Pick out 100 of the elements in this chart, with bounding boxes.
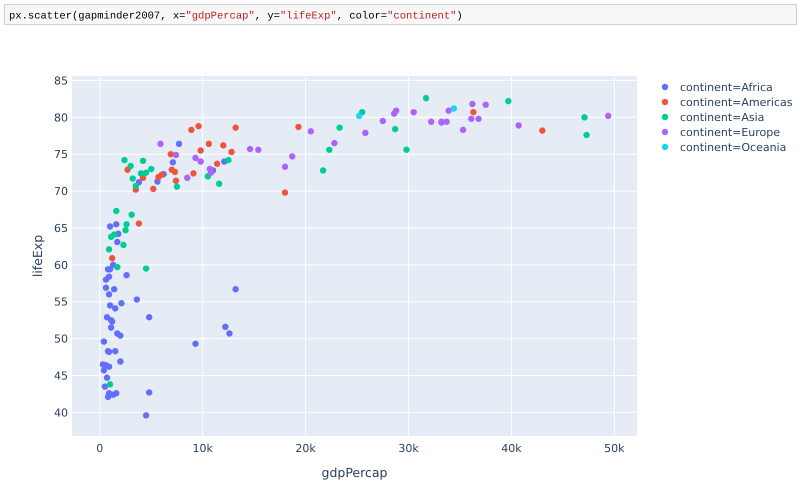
point [468,116,475,122]
y-tick-label: 50 [54,332,68,346]
point [222,324,229,330]
point [128,211,135,218]
point [104,374,110,381]
point [190,170,197,177]
x-tick-label: 20k [295,442,316,455]
point [100,338,108,345]
y-tick-label: 85 [54,74,68,88]
point [422,94,430,102]
point [515,122,522,129]
point [113,221,120,228]
point [228,148,235,156]
y-tick-label: 60 [54,258,68,272]
point [132,182,140,190]
point [123,272,130,278]
point [170,159,176,166]
point [392,126,398,132]
point [104,314,110,320]
y-tick-label: 75 [54,148,68,162]
point [168,150,174,158]
point [356,112,362,120]
point [255,146,262,153]
point [142,412,150,419]
point [197,147,204,154]
point [120,242,127,248]
point [583,132,590,138]
point [197,158,204,165]
point [184,174,190,182]
point [380,118,386,124]
point [192,154,199,162]
point [220,142,226,149]
point [106,246,112,253]
point [282,164,288,170]
point [112,305,118,312]
point [134,296,140,303]
point [106,363,112,370]
point [108,255,116,262]
y-tick-label: 70 [54,185,68,198]
point [110,286,118,292]
point [113,208,120,214]
point [282,189,288,196]
point [138,170,144,177]
point [326,146,332,153]
y-axis-title: lifeExp [30,234,45,278]
point [114,238,120,246]
y-tick-label: 40 [54,406,68,420]
point [410,108,417,116]
x-tick-label: 40k [501,442,522,455]
point [336,124,343,131]
point [102,383,108,390]
point [232,286,239,292]
point [150,186,156,192]
point [225,156,232,164]
point [148,166,154,172]
point [102,284,110,291]
point [475,116,482,122]
point [142,169,150,176]
x-tick-label: 50k [604,442,626,455]
point [581,114,588,121]
point [246,146,254,152]
point [122,226,129,234]
point [136,220,142,227]
x-tick-label: 30k [398,442,420,455]
legend-label: continent=Oceania [680,141,786,154]
x-axis-title: gdpPercap [322,465,388,480]
point [106,223,114,230]
point [114,264,120,270]
point [112,348,118,354]
point [174,183,180,190]
point [172,168,178,176]
point [117,358,124,365]
point [106,302,114,309]
point [146,314,152,320]
point [403,146,410,153]
point [118,300,125,306]
point [140,158,146,164]
legend-label: continent=Africa [680,81,773,94]
y-tick-label: 80 [54,111,68,124]
point [188,126,195,134]
point [362,130,369,136]
y-tick-label: 65 [54,222,68,235]
point [470,108,477,116]
point [206,140,212,148]
point [106,291,112,298]
y-tick-label: 45 [54,370,68,383]
point [460,126,466,134]
point [176,140,182,148]
point [172,152,180,158]
point [121,156,128,164]
point [157,140,164,148]
point [226,330,233,337]
point [142,265,150,272]
legend-label: continent=Asia [680,111,764,124]
point [127,162,134,170]
point [469,100,476,108]
point [106,381,114,388]
legend-label: continent=Europe [680,126,780,139]
x-tick-label: 10k [192,442,214,455]
point [172,178,180,184]
